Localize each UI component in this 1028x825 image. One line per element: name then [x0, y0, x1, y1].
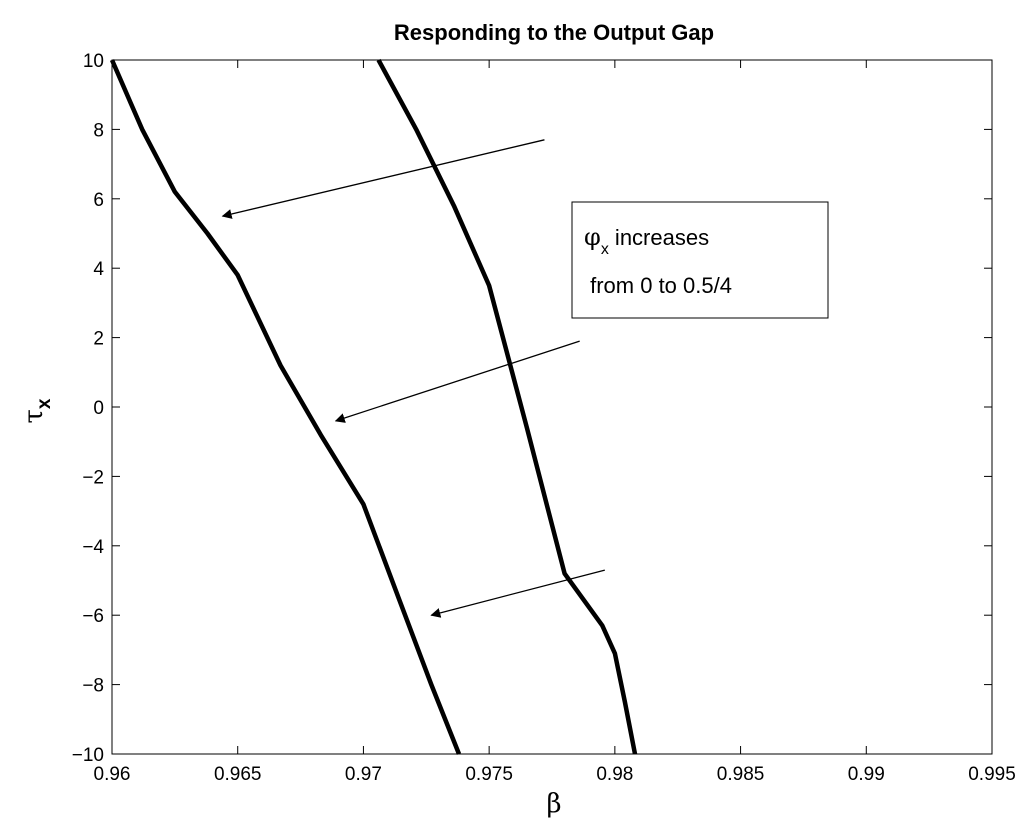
- svg-text:τx: τx: [19, 398, 55, 423]
- axes-frame: [111, 59, 993, 755]
- series-line-1: [376, 58, 638, 755]
- y-tick-label: 6: [93, 190, 104, 211]
- y-axis-label-subscript: x: [34, 398, 55, 409]
- x-tick-label: 0.995: [968, 764, 1016, 785]
- svg-text:φx increases: φx increases: [584, 223, 709, 258]
- annotation-line1: increases: [609, 225, 709, 250]
- x-tick-label: 0.96: [94, 764, 131, 785]
- y-tick-label: −4: [82, 537, 104, 558]
- y-tick-label: 0: [93, 398, 104, 419]
- x-tick-label: 0.98: [596, 764, 633, 785]
- y-axis-label: τx: [19, 398, 55, 423]
- annotation-box: φx increases from 0 to 0.5/4: [571, 201, 829, 319]
- shift-arrow-1: [221, 139, 545, 219]
- plot-area: 0.96 0.965 0.97 0.975 0.98 0.985 0.99 0.995 10 8 6…: [72, 51, 1016, 785]
- annotation-symbol: φ: [584, 223, 601, 251]
- y-axis-label-symbol: τ: [19, 409, 49, 423]
- shift-arrow-3: [430, 569, 605, 618]
- y-tick-label: 2: [93, 329, 104, 350]
- x-tick-label: 0.97: [345, 764, 382, 785]
- y-tick-label: −8: [82, 676, 104, 697]
- x-tick-label: 0.985: [717, 764, 765, 785]
- x-tick-label: 0.975: [465, 764, 513, 785]
- y-tick-label: −10: [72, 745, 104, 766]
- x-tick-label: 0.99: [848, 764, 885, 785]
- series-line-2: [109, 59, 462, 755]
- shift-arrow-2: [334, 340, 580, 423]
- x-tick-label: 0.965: [214, 764, 262, 785]
- y-tick-label: 4: [93, 259, 104, 280]
- y-tick-label: −6: [82, 606, 104, 627]
- y-tick-label: 10: [83, 51, 104, 72]
- chart-title: Responding to the Output Gap: [394, 20, 714, 45]
- annotation-subscript: x: [601, 241, 609, 258]
- y-tick-label: 8: [93, 120, 104, 141]
- annotation-line2: from 0 to 0.5/4: [584, 273, 732, 298]
- y-tick-label: −2: [82, 467, 104, 488]
- x-axis-label: β: [546, 789, 561, 819]
